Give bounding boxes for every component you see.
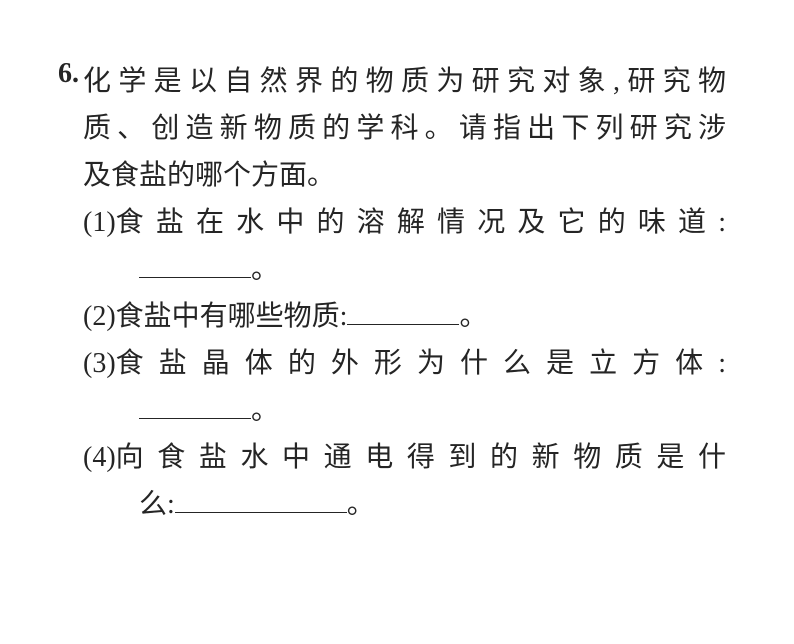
sub-item-2-number: (2) bbox=[83, 293, 116, 340]
sub-item-1: (1) 食盐在水中的溶解情况及它的味道: bbox=[83, 199, 726, 246]
sub-item-1-blank bbox=[139, 252, 251, 279]
sub-item-3-blank-line: 。 bbox=[83, 387, 726, 434]
sub-item-1-text: 食盐在水中的溶解情况及它的味道: bbox=[116, 199, 726, 246]
sub-item-3: (3) 食盐晶体的外形为什么是立方体: bbox=[83, 340, 726, 387]
sub-item-1-blank-line: 。 bbox=[83, 246, 726, 293]
sub-item-3-blank bbox=[139, 393, 251, 420]
sub-item-1-number: (1) bbox=[83, 199, 116, 246]
sub-item-4-line1: 向食盐水中通电得到的新物质是什 bbox=[116, 434, 726, 481]
sub-item-4: (4) 向食盐水中通电得到的新物质是什 bbox=[83, 434, 726, 481]
sub-item-4-text-line2: 么: bbox=[139, 489, 175, 520]
sub-item-4-number: (4) bbox=[83, 434, 116, 481]
sub-item-2: (2) 食盐中有哪些物质: 。 bbox=[83, 293, 726, 340]
period-2: 。 bbox=[459, 301, 487, 332]
sub-item-3-text: 食盐晶体的外形为什么是立方体: bbox=[116, 340, 726, 387]
sub-item-3-number: (3) bbox=[83, 340, 116, 387]
sub-item-2-blank bbox=[347, 299, 459, 326]
period-3: 。 bbox=[251, 395, 279, 426]
period-4: 。 bbox=[347, 489, 375, 520]
intro-line-1: 化学是以自然界的物质为研究对象,研究物 bbox=[83, 58, 726, 105]
question-container: 6. 化学是以自然界的物质为研究对象,研究物 质、创造新物质的学科。请指出下列研… bbox=[58, 58, 726, 528]
intro-line-2: 质、创造新物质的学科。请指出下列研究涉 bbox=[83, 105, 726, 152]
sub-item-4-line2: 么: 。 bbox=[83, 481, 726, 528]
question-number: 6. bbox=[58, 58, 79, 90]
question-body: 化学是以自然界的物质为研究对象,研究物 质、创造新物质的学科。请指出下列研究涉 … bbox=[83, 58, 726, 528]
sub-item-2-text: 食盐中有哪些物质: 。 bbox=[116, 293, 726, 340]
period-1: 。 bbox=[251, 254, 279, 285]
sub-item-4-blank bbox=[175, 487, 347, 514]
sub-item-2-text-before: 食盐中有哪些物质: bbox=[116, 301, 348, 332]
intro-line-3: 及食盐的哪个方面。 bbox=[83, 152, 726, 199]
